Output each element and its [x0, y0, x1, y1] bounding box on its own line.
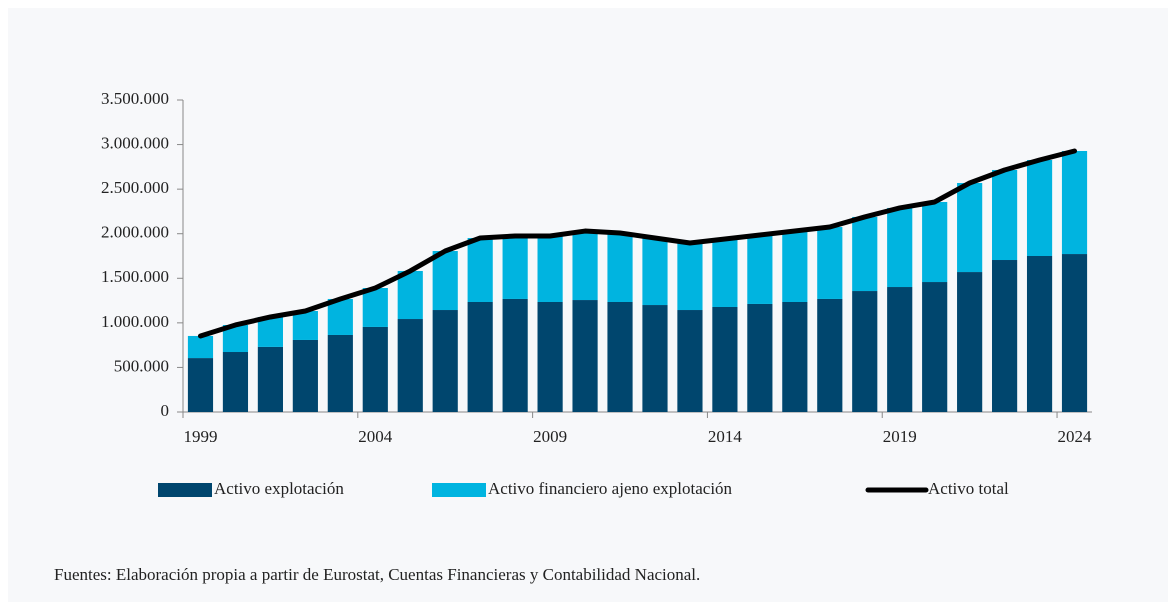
bar	[362, 288, 388, 327]
bar	[572, 231, 598, 301]
y-tick-label: 1.000.000	[101, 312, 169, 331]
y-tick-label: 3.500.000	[101, 89, 169, 108]
bar	[957, 182, 983, 273]
bar	[607, 301, 633, 412]
bar	[607, 233, 633, 302]
bar	[187, 358, 214, 412]
bar	[817, 298, 843, 412]
bar	[502, 236, 528, 299]
bar	[572, 300, 598, 412]
y-tick-label: 500.000	[114, 356, 169, 375]
bar	[537, 236, 563, 302]
y-tick-label: 0	[161, 401, 170, 420]
bar	[747, 234, 773, 304]
bar	[992, 169, 1018, 261]
x-tick-label: 2004	[358, 427, 393, 446]
bar	[467, 237, 493, 302]
bar	[782, 301, 808, 412]
bar	[362, 326, 388, 412]
bar	[747, 303, 773, 412]
bar	[502, 298, 528, 412]
legend-symbol	[158, 483, 212, 497]
bar	[642, 305, 668, 412]
bar	[222, 352, 249, 412]
y-tick-label: 2.500.000	[101, 178, 169, 197]
bar	[957, 272, 983, 412]
bar	[397, 270, 423, 320]
bar	[1061, 150, 1088, 255]
bar	[257, 316, 283, 347]
legend-label: Activo financiero ajeno explotación	[488, 479, 733, 498]
legend-symbol	[432, 483, 486, 497]
bar	[642, 237, 668, 306]
bar	[712, 306, 738, 412]
bar	[292, 339, 318, 412]
bar	[1026, 159, 1053, 256]
y-tick-label: 2.000.000	[101, 223, 169, 242]
x-tick-label: 2019	[883, 427, 917, 446]
legend-label: Activo total	[928, 479, 1009, 498]
line	[197, 148, 1078, 339]
source-note: Fuentes: Elaboración propia a partir de …	[54, 565, 700, 584]
x-tick-label: 2009	[533, 427, 567, 446]
bar	[187, 335, 214, 359]
bar	[922, 201, 948, 283]
bar	[677, 310, 703, 412]
bar	[887, 287, 913, 412]
bar	[1026, 256, 1053, 412]
bar	[992, 260, 1018, 412]
legend-label: Activo explotación	[214, 479, 344, 498]
bar	[1061, 254, 1088, 412]
bar	[537, 301, 563, 412]
y-tick-label: 3.000.000	[101, 133, 169, 152]
bar	[397, 319, 423, 412]
bar	[852, 216, 878, 292]
x-tick-label: 2024	[1058, 427, 1093, 446]
bar	[292, 311, 318, 340]
bar	[712, 238, 738, 307]
bar	[257, 346, 283, 412]
bar	[677, 242, 703, 311]
bar	[432, 310, 458, 412]
bar	[327, 298, 353, 335]
bar	[852, 291, 878, 412]
bar	[432, 251, 458, 311]
bar	[922, 282, 948, 412]
x-tick-label: 2014	[708, 427, 743, 446]
x-tick-label: 1999	[183, 427, 217, 446]
bar	[887, 207, 913, 288]
bar	[782, 231, 808, 302]
y-tick-label: 1.500.000	[101, 267, 169, 286]
bar	[817, 227, 843, 299]
bar	[467, 301, 493, 412]
bar	[327, 334, 353, 412]
